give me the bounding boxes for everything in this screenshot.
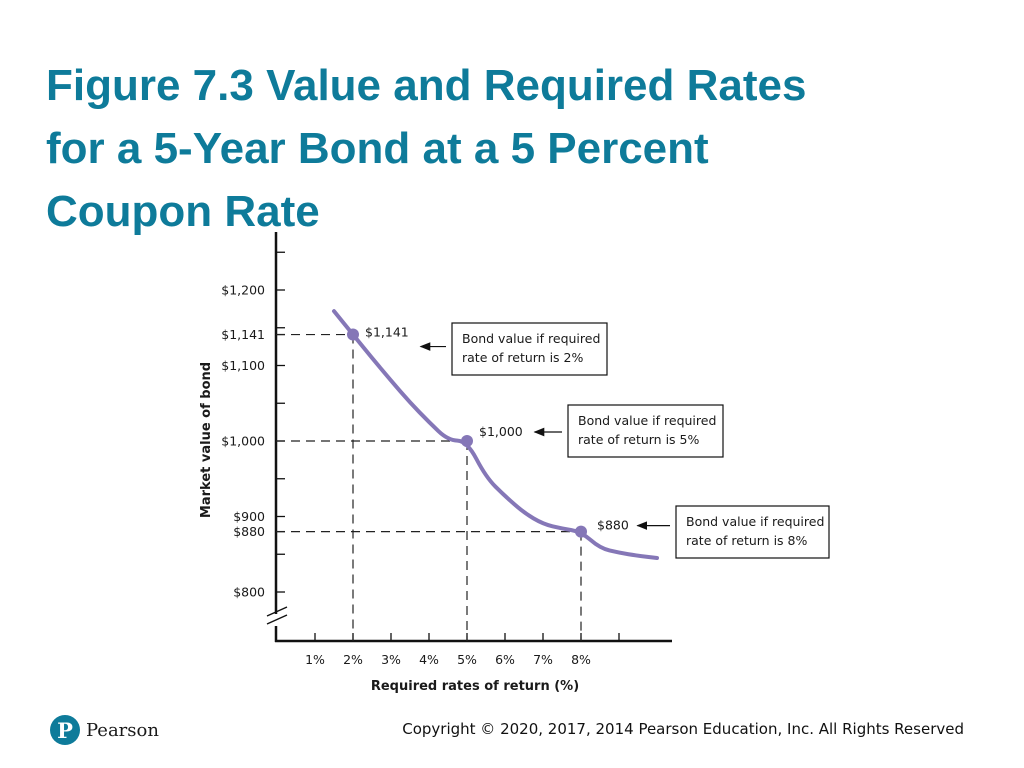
callout-text-line: Bond value if required [462, 331, 600, 346]
title-line-3: Coupon Rate [46, 187, 320, 236]
callout-box [675, 505, 830, 559]
x-tick-label: 7% [533, 652, 553, 667]
callout-text-line: rate of return is 8% [686, 533, 807, 548]
y-tick-label: $1,200 [221, 283, 265, 298]
callout-text-line: Bond value if required [686, 514, 824, 529]
pearson-logo: P Pearson [50, 712, 159, 748]
bond-value-curve [332, 309, 659, 561]
callout-text-line: rate of return is 5% [578, 432, 699, 447]
callout-text-line: rate of return is 2% [462, 350, 583, 365]
data-point-marker [347, 328, 359, 341]
x-tick-label: 6% [495, 652, 515, 667]
x-tick-label: 5% [457, 652, 477, 667]
data-point-marker [461, 435, 473, 447]
y-tick-label: $800 [233, 585, 265, 600]
slide-title: Figure 7.3 Value and Required Rates for … [46, 54, 986, 243]
y-tick-label: $1,000 [221, 434, 265, 449]
copyright-notice: Copyright © 2020, 2017, 2014 Pearson Edu… [402, 720, 964, 738]
callout-box [451, 322, 608, 376]
callout-box [567, 404, 724, 458]
x-tick-label: 1% [305, 652, 325, 667]
title-line-2: for a 5-Year Bond at a 5 Percent [46, 124, 709, 173]
y-tick-label: $1,100 [221, 358, 265, 373]
callout-text-line: Bond value if required [578, 413, 716, 428]
x-tick-label: 4% [419, 652, 439, 667]
title-line-1: Figure 7.3 Value and Required Rates [46, 61, 807, 110]
x-tick-label: 2% [343, 652, 363, 667]
x-tick-label: 3% [381, 652, 401, 667]
y-tick-label: $880 [233, 524, 265, 539]
pearson-logo-icon: P [50, 715, 80, 745]
axis-break-mark [266, 606, 288, 617]
axis-break-mark [266, 614, 288, 625]
data-point-marker [575, 525, 587, 538]
y-tick-label: $900 [233, 509, 265, 524]
pearson-logo-text: Pearson [86, 719, 159, 741]
x-axis-title: Required rates of return (%) [371, 679, 579, 694]
data-point-label: $1,141 [365, 325, 409, 340]
data-point-label: $1,000 [479, 424, 523, 439]
y-axis-title: Market value of bond [199, 362, 214, 518]
data-point-label: $880 [597, 518, 629, 533]
x-tick-label: 8% [571, 652, 591, 667]
y-tick-label: $1,141 [221, 327, 265, 342]
